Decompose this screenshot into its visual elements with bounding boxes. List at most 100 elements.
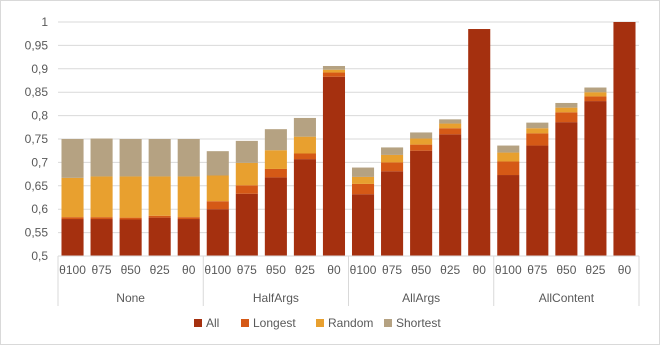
bar-segment-random [526,128,549,134]
y-tick-label: 0,9 [31,62,48,76]
bar-segment-longest [351,183,375,195]
legend-label-longest: Longest [253,316,296,330]
bar-segment-random [293,136,316,154]
bar-segment-all [119,219,142,256]
bar-segment-shortest [439,119,462,124]
bar-segment-shortest [293,117,316,137]
bar-segment-longest [206,201,229,210]
x-tick-label: θ50 [556,263,576,277]
bars [61,22,636,256]
legend-label-random: Random [328,316,373,330]
bar-segment-random [90,176,113,218]
bar-segment-all [293,159,316,256]
bar-segment-longest [410,144,433,151]
bar-segment-random [119,176,142,218]
x-tick-label: θ25 [440,263,460,277]
bar-segment-random [264,150,287,169]
stacked-bar-chart: 0,5 0,55 0,6 0,65 0,7 0,75 0,8 0,85 0,9 0,95 1 θ10… [25,15,640,330]
bar-segment-random [381,154,404,163]
y-tick-label: 0,5 [31,249,48,263]
bar-segment-random [235,162,258,186]
bar-segment-all [235,193,258,256]
y-tick-label: 1 [41,15,48,29]
bar-segment-all [206,209,229,256]
bar-segment-longest [61,217,84,220]
bar-segment-longest [148,215,171,218]
y-tick-label: 0,6 [31,202,48,216]
x-tick-label: θ0 [182,263,196,277]
bar-segment-random [206,175,229,202]
bar-segment-longest [322,72,346,77]
bar-segment-all [264,177,287,256]
bar-segment-shortest [497,145,520,153]
x-tick-label: θ0 [473,263,487,277]
legend-swatch-all [194,319,202,327]
bar-segment-random [439,123,462,129]
bar-segment-all [410,150,433,256]
y-tick-label: 0,65 [25,179,49,193]
x-axis: θ100 θ75 θ50 θ25 θ0 θ100 θ75 θ50 θ25 θ0 θ100 θ75 θ50… [57,255,640,306]
group-label: None [116,291,145,305]
legend-swatch-longest [241,319,249,327]
bar-segment-longest [497,161,520,176]
bar-segment-all [61,219,84,256]
bar-segment-random [351,176,375,184]
y-tick-label: 0,7 [31,155,48,169]
x-tick-label: θ75 [527,263,547,277]
bar-segment-longest [526,133,549,146]
x-tick-label: θ50 [266,263,286,277]
bar-segment-shortest [148,139,171,177]
x-tick-label: θ25 [150,263,170,277]
bar-segment-all [497,175,520,256]
bar-segment-random [555,107,578,113]
bar-segment-all [613,22,636,256]
bar-segment-shortest [119,139,142,177]
bar-segment-all [526,145,549,256]
group-label: AllArgs [402,291,440,305]
bar-segment-longest [90,217,113,220]
bar-segment-all [177,219,200,256]
y-tick-label: 0,55 [25,226,49,240]
x-tick-label: θ25 [585,263,605,277]
bar-segment-longest [177,217,200,220]
x-tick-label: θ0 [327,263,341,277]
x-tick-label: θ0 [618,263,632,277]
bar-segment-random [148,176,171,216]
y-tick-label: 0,95 [25,38,49,52]
group-label: HalfArgs [253,291,299,305]
x-tick-label: θ100 [350,263,377,277]
bar-segment-all [351,194,375,256]
bar-segment-all [148,217,171,256]
bar-segment-shortest [555,102,578,108]
bar-segment-shortest [235,140,258,163]
bar-segment-longest [439,128,462,135]
bar-segment-random [177,176,200,218]
x-tick-label: θ75 [92,263,112,277]
bar-segment-all [322,76,346,256]
bar-segment-shortest [177,139,200,177]
bar-segment-shortest [584,87,607,93]
bar-segment-random [61,177,84,218]
bar-segment-all [90,219,113,256]
bar-segment-shortest [61,139,84,178]
x-tick-label: θ25 [295,263,315,277]
bar-segment-shortest [322,65,346,70]
bar-segment-shortest [90,138,113,177]
bar-segment-longest [264,168,287,178]
x-tick-label: θ50 [121,263,141,277]
group-label: AllContent [539,291,595,305]
legend-swatch-random [316,319,324,327]
bar-segment-random [584,92,607,97]
bar-segment-shortest [410,132,433,139]
bar-segment-all [468,29,491,256]
legend-label-all: All [206,316,219,330]
gridlines [58,21,639,257]
bar-segment-all [555,122,578,256]
bar-segment-random [497,152,520,162]
bar-segment-all [584,101,607,256]
bar-segment-all [439,134,462,256]
bar-segment-longest [584,96,607,102]
bar-segment-longest [293,153,316,160]
bar-segment-longest [381,162,404,172]
bar-segment-shortest [264,129,287,151]
